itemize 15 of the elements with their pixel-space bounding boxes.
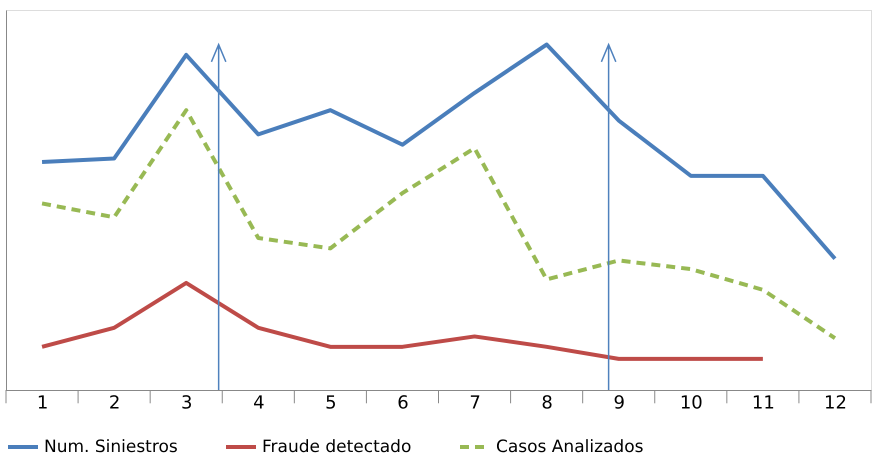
legend-label: Num. Siniestros xyxy=(44,437,178,457)
legend-label: Casos Analizados xyxy=(496,437,644,457)
x-tick-label: 8 xyxy=(541,392,553,414)
x-tick-label: 1 xyxy=(36,392,48,414)
x-tick-label: 3 xyxy=(180,392,192,414)
x-tick-label: 6 xyxy=(397,392,409,414)
x-tick-label: 7 xyxy=(469,392,481,414)
legend-label: Fraude detectado xyxy=(262,437,412,457)
x-tick-label: 10 xyxy=(680,392,703,414)
x-tick-label: 2 xyxy=(108,392,120,414)
x-tick-label: 11 xyxy=(752,392,775,414)
x-tick-label: 9 xyxy=(613,392,625,414)
x-tick-label: 4 xyxy=(253,392,265,414)
x-tick-label: 12 xyxy=(824,392,847,414)
x-tick-label: 5 xyxy=(325,392,337,414)
